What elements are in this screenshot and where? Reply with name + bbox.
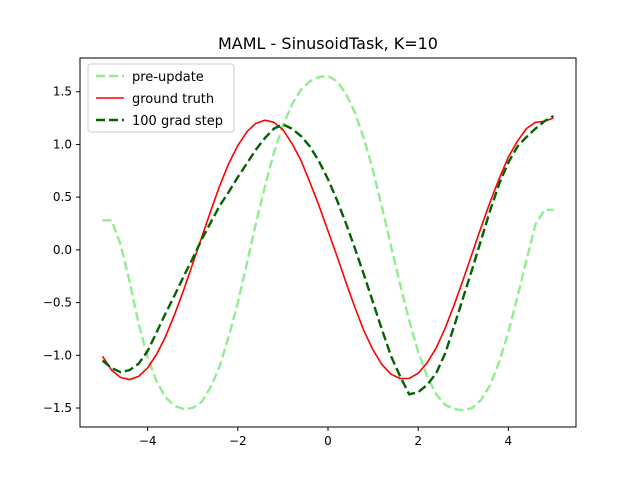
y-axis: −1.5 −1.0 −0.5 0.0 0.5 1.0 1.5 xyxy=(43,85,80,415)
series-line-pre-update xyxy=(102,74,554,412)
series-line-ground-truth xyxy=(101,117,554,381)
x-axis: −4 −2 0 2 4 xyxy=(139,427,512,448)
y-tick-label: 0.0 xyxy=(53,243,72,257)
x-tick-label: −4 xyxy=(139,434,157,448)
x-tick-label: 2 xyxy=(414,434,422,448)
x-tick-label: 0 xyxy=(324,434,332,448)
legend-label: ground truth xyxy=(132,92,214,107)
legend-label: pre-update xyxy=(132,70,204,85)
y-tick-label: 1.0 xyxy=(53,137,72,151)
series-layer xyxy=(101,74,555,412)
axes-frame xyxy=(79,57,577,428)
x-tick-label: 4 xyxy=(505,434,513,448)
y-tick-label: 0.5 xyxy=(53,190,72,204)
y-tick-label: −1.5 xyxy=(43,401,72,415)
y-tick-label: −1.0 xyxy=(43,348,72,362)
legend-box xyxy=(87,63,235,133)
series-line-100-grad-step xyxy=(101,114,555,396)
legend: pre-update ground truth 100 grad step xyxy=(87,63,235,133)
chart-title: MAML - SinusoidTask, K=10 xyxy=(218,34,438,53)
legend-label: 100 grad step xyxy=(132,114,223,129)
x-tick-label: −2 xyxy=(229,434,247,448)
y-tick-label: 1.5 xyxy=(53,85,72,99)
y-tick-label: −0.5 xyxy=(43,296,72,310)
